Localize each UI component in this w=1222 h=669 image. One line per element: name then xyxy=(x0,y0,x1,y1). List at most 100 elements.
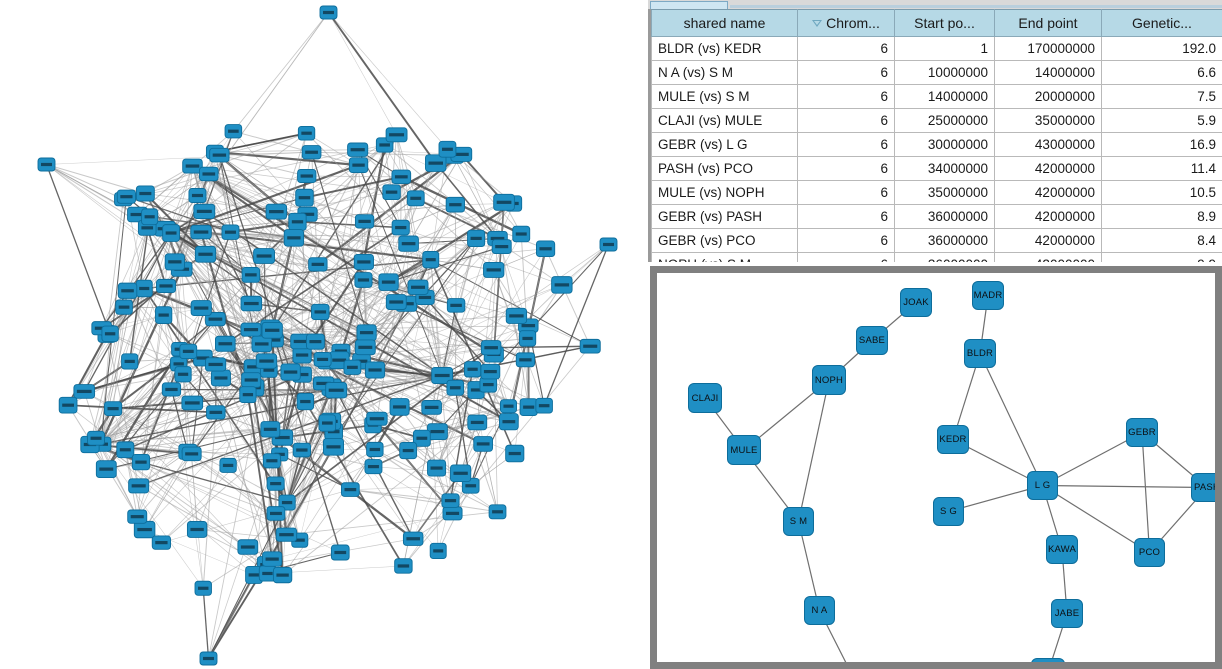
table-cell-end_point[interactable]: 42000000 xyxy=(994,204,1102,229)
table-cell-end_point[interactable]: 170000000 xyxy=(994,36,1102,61)
subnetwork-node-bldr[interactable]: BLDR xyxy=(964,339,996,368)
table-header-row: shared name Chrom... Start po... End poi… xyxy=(651,9,1222,37)
table-cell-end_point[interactable]: 35000000 xyxy=(994,108,1102,133)
table-cell-end_point[interactable]: 42000000 xyxy=(994,252,1102,262)
table-cell-chromosome[interactable]: 6 xyxy=(797,252,895,262)
table-row[interactable]: BLDR (vs) KEDR 6 1 170000000 192.0 xyxy=(651,36,1222,61)
table-cell-genetic[interactable]: 9.9 xyxy=(1101,252,1222,262)
table-cell-shared_name[interactable]: BLDR (vs) KEDR xyxy=(651,36,798,61)
table-cell-genetic[interactable]: 8.9 xyxy=(1101,204,1222,229)
hairball-network-graph[interactable] xyxy=(0,0,643,669)
subnetwork-node-madr[interactable]: MADR xyxy=(972,281,1004,310)
table-cell-chromosome[interactable]: 6 xyxy=(797,180,895,205)
subnetwork-node-pco[interactable]: PCO xyxy=(1134,538,1165,567)
table-cell-genetic[interactable]: 8.4 xyxy=(1101,228,1222,253)
table-cell-shared_name[interactable]: N A (vs) S M xyxy=(651,60,798,85)
table-row[interactable]: PASH (vs) PCO 6 34000000 42000000 11.4 xyxy=(651,156,1222,181)
subnetwork-node-almch[interactable]: ALMCH xyxy=(1031,658,1065,662)
table-cell-genetic[interactable]: 16.9 xyxy=(1101,132,1222,157)
subnetwork-node-claji[interactable]: CLAJI xyxy=(688,383,722,413)
table-row[interactable]: GEBR (vs) PASH 6 36000000 42000000 8.9 xyxy=(651,204,1222,229)
table-cell-chromosome[interactable]: 6 xyxy=(797,228,895,253)
table-cell-start_point[interactable]: 14000000 xyxy=(894,84,995,109)
table-cell-shared_name[interactable]: PASH (vs) PCO xyxy=(651,156,798,181)
table-cell-end_point[interactable]: 42000000 xyxy=(994,180,1102,205)
table-cell-shared_name[interactable]: GEBR (vs) PCO xyxy=(651,228,798,253)
table-row[interactable]: GEBR (vs) L G 6 30000000 43000000 16.9 xyxy=(651,132,1222,157)
table-cell-start_point[interactable]: 35000000 xyxy=(894,180,995,205)
table-row[interactable]: NOPH (vs) S M636000000420000009.9 xyxy=(651,252,1222,262)
table-cell-genetic[interactable]: 6.6 xyxy=(1101,60,1222,85)
node-label: SABE xyxy=(858,335,886,346)
table-cell-end_point[interactable]: 42000000 xyxy=(994,156,1102,181)
table-cell-chromosome[interactable]: 6 xyxy=(797,84,895,109)
subnetwork-node-l-g[interactable]: L G xyxy=(1027,471,1058,500)
column-header-chromosome[interactable]: Chrom... xyxy=(797,9,895,37)
column-header-start-point[interactable]: Start po... xyxy=(894,9,995,37)
subnetwork-node-s-g[interactable]: S G xyxy=(933,497,964,526)
table-cell-start_point[interactable]: 36000000 xyxy=(894,228,995,253)
table-cell-chromosome[interactable]: 6 xyxy=(797,108,895,133)
table-cell-chromosome[interactable]: 6 xyxy=(797,204,895,229)
subnetwork-node-noph[interactable]: NOPH xyxy=(812,365,846,395)
table-cell-genetic[interactable]: 5.9 xyxy=(1101,108,1222,133)
table-cell-genetic[interactable]: 7.5 xyxy=(1101,84,1222,109)
table-cell-end_point[interactable]: 14000000 xyxy=(994,60,1102,85)
results-table-panel[interactable]: shared name Chrom... Start po... End poi… xyxy=(643,0,1222,266)
table-cell-shared_name[interactable]: NOPH (vs) S M xyxy=(651,252,798,262)
table-row[interactable]: CLAJI (vs) MULE 6 25000000 35000000 5.9 xyxy=(651,108,1222,133)
subnetwork-node-jabe[interactable]: JABE xyxy=(1051,599,1083,628)
subnetwork-node-n-a[interactable]: N A xyxy=(804,596,835,625)
node-label: GEBR xyxy=(1128,427,1156,438)
subnetwork-node-joak[interactable]: JOAK xyxy=(900,288,932,317)
table-cell-genetic[interactable]: 11.4 xyxy=(1101,156,1222,181)
table-cell-shared_name[interactable]: GEBR (vs) PASH xyxy=(651,204,798,229)
table-cell-chromosome[interactable]: 6 xyxy=(797,132,895,157)
table-cell-chromosome[interactable]: 6 xyxy=(797,36,895,61)
table-cell-start_point[interactable]: 36000000 xyxy=(894,204,995,229)
edge-attribute-table[interactable]: shared name Chrom... Start po... End poi… xyxy=(651,9,1222,262)
table-cell-genetic[interactable]: 10.5 xyxy=(1101,180,1222,205)
subnetwork-node-kawa[interactable]: KAWA xyxy=(1046,535,1078,564)
table-cell-genetic[interactable]: 192.0 xyxy=(1101,36,1222,61)
table-cell-end_point[interactable]: 43000000 xyxy=(994,132,1102,157)
column-header-label: Genetic... xyxy=(1132,15,1192,31)
subnetwork-node-kedr[interactable]: KEDR xyxy=(937,425,969,454)
subnetwork-node-mule[interactable]: MULE xyxy=(727,435,761,465)
table-row[interactable]: N A (vs) S M 6 10000000 14000000 6.6 xyxy=(651,60,1222,85)
table-cell-shared_name[interactable]: MULE (vs) NOPH xyxy=(651,180,798,205)
subnetwork-node-s-m[interactable]: S M xyxy=(783,507,814,536)
node-label: KAWA xyxy=(1047,544,1077,555)
table-cell-shared_name[interactable]: CLAJI (vs) MULE xyxy=(651,108,798,133)
table-cell-start_point[interactable]: 10000000 xyxy=(894,60,995,85)
table-cell-end_point[interactable]: 42000000 xyxy=(994,228,1102,253)
node-label: CLAJI xyxy=(691,392,719,404)
table-cell-start_point[interactable]: 25000000 xyxy=(894,108,995,133)
table-cell-chromosome[interactable]: 6 xyxy=(797,156,895,181)
subnetwork-node-pash[interactable]: PASH xyxy=(1191,473,1215,502)
table-cell-shared_name[interactable]: MULE (vs) S M xyxy=(651,84,798,109)
column-header-genetic[interactable]: Genetic... xyxy=(1101,9,1222,37)
subnetwork-node-gebr[interactable]: GEBR xyxy=(1126,418,1158,447)
table-cell-chromosome[interactable]: 6 xyxy=(797,60,895,85)
table-cell-start_point[interactable]: 36000000 xyxy=(894,252,995,262)
table-cell-end_point[interactable]: 20000000 xyxy=(994,84,1102,109)
table-body[interactable]: BLDR (vs) KEDR 6 1 170000000 192.0 N A (vs) S… xyxy=(651,36,1222,262)
table-cell-shared_name[interactable]: GEBR (vs) L G xyxy=(651,132,798,157)
table-cell-start_point[interactable]: 1 xyxy=(894,36,995,61)
column-header-end-point[interactable]: End point xyxy=(994,9,1102,37)
subnetwork-node-sabe[interactable]: SABE xyxy=(856,326,888,355)
table-row[interactable]: MULE (vs) S M 6 14000000 20000000 7.5 xyxy=(651,84,1222,109)
main-network-view[interactable] xyxy=(0,0,643,669)
sort-descending-icon xyxy=(812,19,823,29)
table-scroll-area[interactable]: shared name Chrom... Start po... End poi… xyxy=(648,9,1222,262)
active-tab[interactable] xyxy=(650,1,728,9)
table-row[interactable]: MULE (vs) NOPH 6 35000000 42000000 10.5 xyxy=(651,180,1222,205)
table-cell-start_point[interactable]: 30000000 xyxy=(894,132,995,157)
column-header-shared-name[interactable]: shared name xyxy=(651,9,798,37)
table-row[interactable]: GEBR (vs) PCO 6 36000000 42000000 8.4 xyxy=(651,228,1222,253)
node-label: PASH xyxy=(1194,482,1215,493)
table-cell-start_point[interactable]: 34000000 xyxy=(894,156,995,181)
